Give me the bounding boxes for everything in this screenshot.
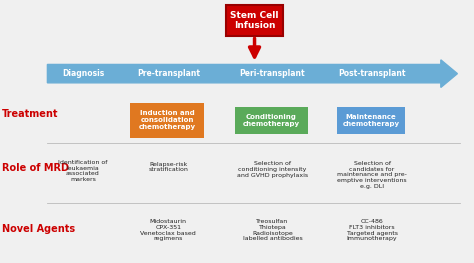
FancyBboxPatch shape <box>226 5 283 36</box>
Text: Diagnosis: Diagnosis <box>62 69 104 78</box>
Text: CC-486
FLT3 inhibitors
Targeted agents
Immunotherapy: CC-486 FLT3 inhibitors Targeted agents I… <box>346 219 398 241</box>
Text: Peri-transplant: Peri-transplant <box>240 69 305 78</box>
Text: Treosulfan
Thiotepa
Radioisotope
labelled antibodies: Treosulfan Thiotepa Radioisotope labelle… <box>243 219 302 241</box>
Text: Treatment: Treatment <box>2 109 59 119</box>
Text: Selection of
candidates for
maintenance and pre-
emptive interventions
e.g. DLI: Selection of candidates for maintenance … <box>337 161 407 189</box>
Text: Conditioning
chemotherapy: Conditioning chemotherapy <box>243 114 300 127</box>
Text: Novel Agents: Novel Agents <box>2 224 75 234</box>
Text: Induction and
consolidation
chemotherapy: Induction and consolidation chemotherapy <box>138 110 196 130</box>
Text: Post-transplant: Post-transplant <box>338 69 406 78</box>
Text: Maintenance
chemotherapy: Maintenance chemotherapy <box>342 114 400 127</box>
Text: Identification of
leukaemia
associated
markers: Identification of leukaemia associated m… <box>58 160 108 182</box>
Text: Midostaurin
CPX-351
Venetoclax based
regimens: Midostaurin CPX-351 Venetoclax based reg… <box>140 219 196 241</box>
Text: Selection of
conditioning intensity
and GVHD prophylaxis: Selection of conditioning intensity and … <box>237 161 308 178</box>
Text: Pre-transplant: Pre-transplant <box>137 69 200 78</box>
FancyArrow shape <box>47 60 457 87</box>
Text: Role of MRD: Role of MRD <box>2 163 69 173</box>
FancyBboxPatch shape <box>130 103 204 138</box>
Text: Stem Cell
Infusion: Stem Cell Infusion <box>230 11 279 30</box>
FancyBboxPatch shape <box>235 107 308 134</box>
Text: Relapse-risk
stratification: Relapse-risk stratification <box>148 161 188 173</box>
FancyBboxPatch shape <box>337 107 405 134</box>
